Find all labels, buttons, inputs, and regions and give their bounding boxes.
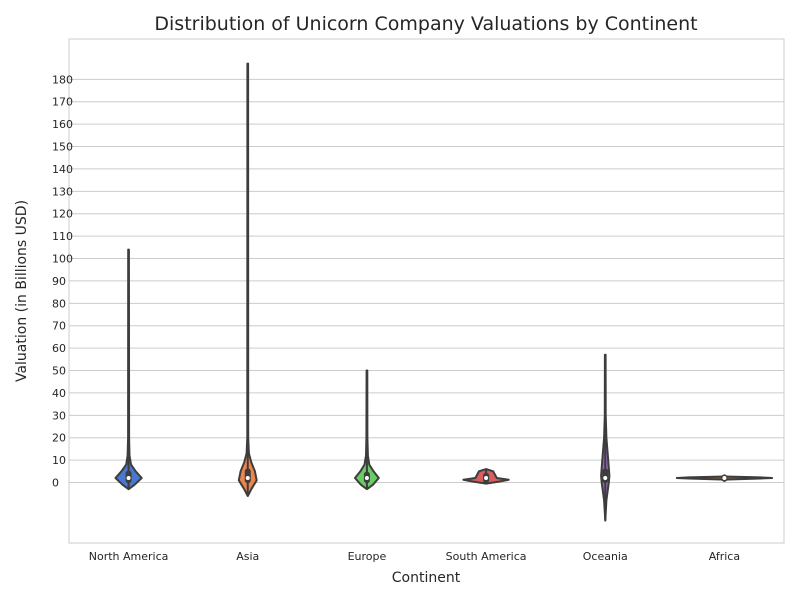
violin-median [603, 476, 608, 481]
x-tick-label: Europe [348, 550, 387, 563]
y-tick-label: 60 [52, 342, 66, 355]
violin-median [126, 476, 131, 481]
y-tick-label: 10 [52, 454, 66, 467]
x-tick-label: Oceania [583, 550, 628, 563]
y-tick-label: 180 [52, 73, 73, 86]
x-tick-label: South America [446, 550, 527, 563]
y-tick-label: 0 [52, 477, 59, 490]
x-tick-label: North America [89, 550, 169, 563]
violin-asia [237, 62, 258, 497]
y-tick-label: 110 [52, 230, 73, 243]
y-tick-label: 160 [52, 118, 73, 131]
y-tick-label: 70 [52, 320, 66, 333]
violin-europe [354, 369, 380, 491]
x-tick-label: Africa [709, 550, 740, 563]
y-tick-label: 120 [52, 208, 73, 221]
y-tick-label: 80 [52, 297, 66, 310]
y-tick-label: 30 [52, 409, 66, 422]
y-axis-label: Valuation (in Billions USD) [14, 200, 30, 382]
y-tick-label: 140 [52, 163, 73, 176]
y-tick-label: 100 [52, 253, 73, 266]
violin-median [245, 476, 250, 481]
violin-median [484, 476, 489, 481]
y-tick-label: 40 [52, 387, 66, 400]
y-tick-label: 150 [52, 141, 73, 154]
y-tick-label: 20 [52, 432, 66, 445]
y-tick-label: 130 [52, 185, 73, 198]
y-tick-label: 170 [52, 96, 73, 109]
violin-south-america [462, 468, 510, 485]
x-axis-label: Continent [392, 570, 461, 586]
plot-area [68, 38, 785, 544]
violin-median [364, 476, 369, 481]
x-tick-label: Asia [236, 550, 259, 563]
violin-africa [675, 474, 774, 482]
chart-title: Distribution of Unicorn Company Valuatio… [154, 13, 697, 35]
violin-oceania [600, 353, 611, 522]
violin-north-america [114, 248, 143, 491]
y-tick-label: 50 [52, 365, 66, 378]
y-tick-label: 90 [52, 275, 66, 288]
violin-median [722, 476, 727, 481]
